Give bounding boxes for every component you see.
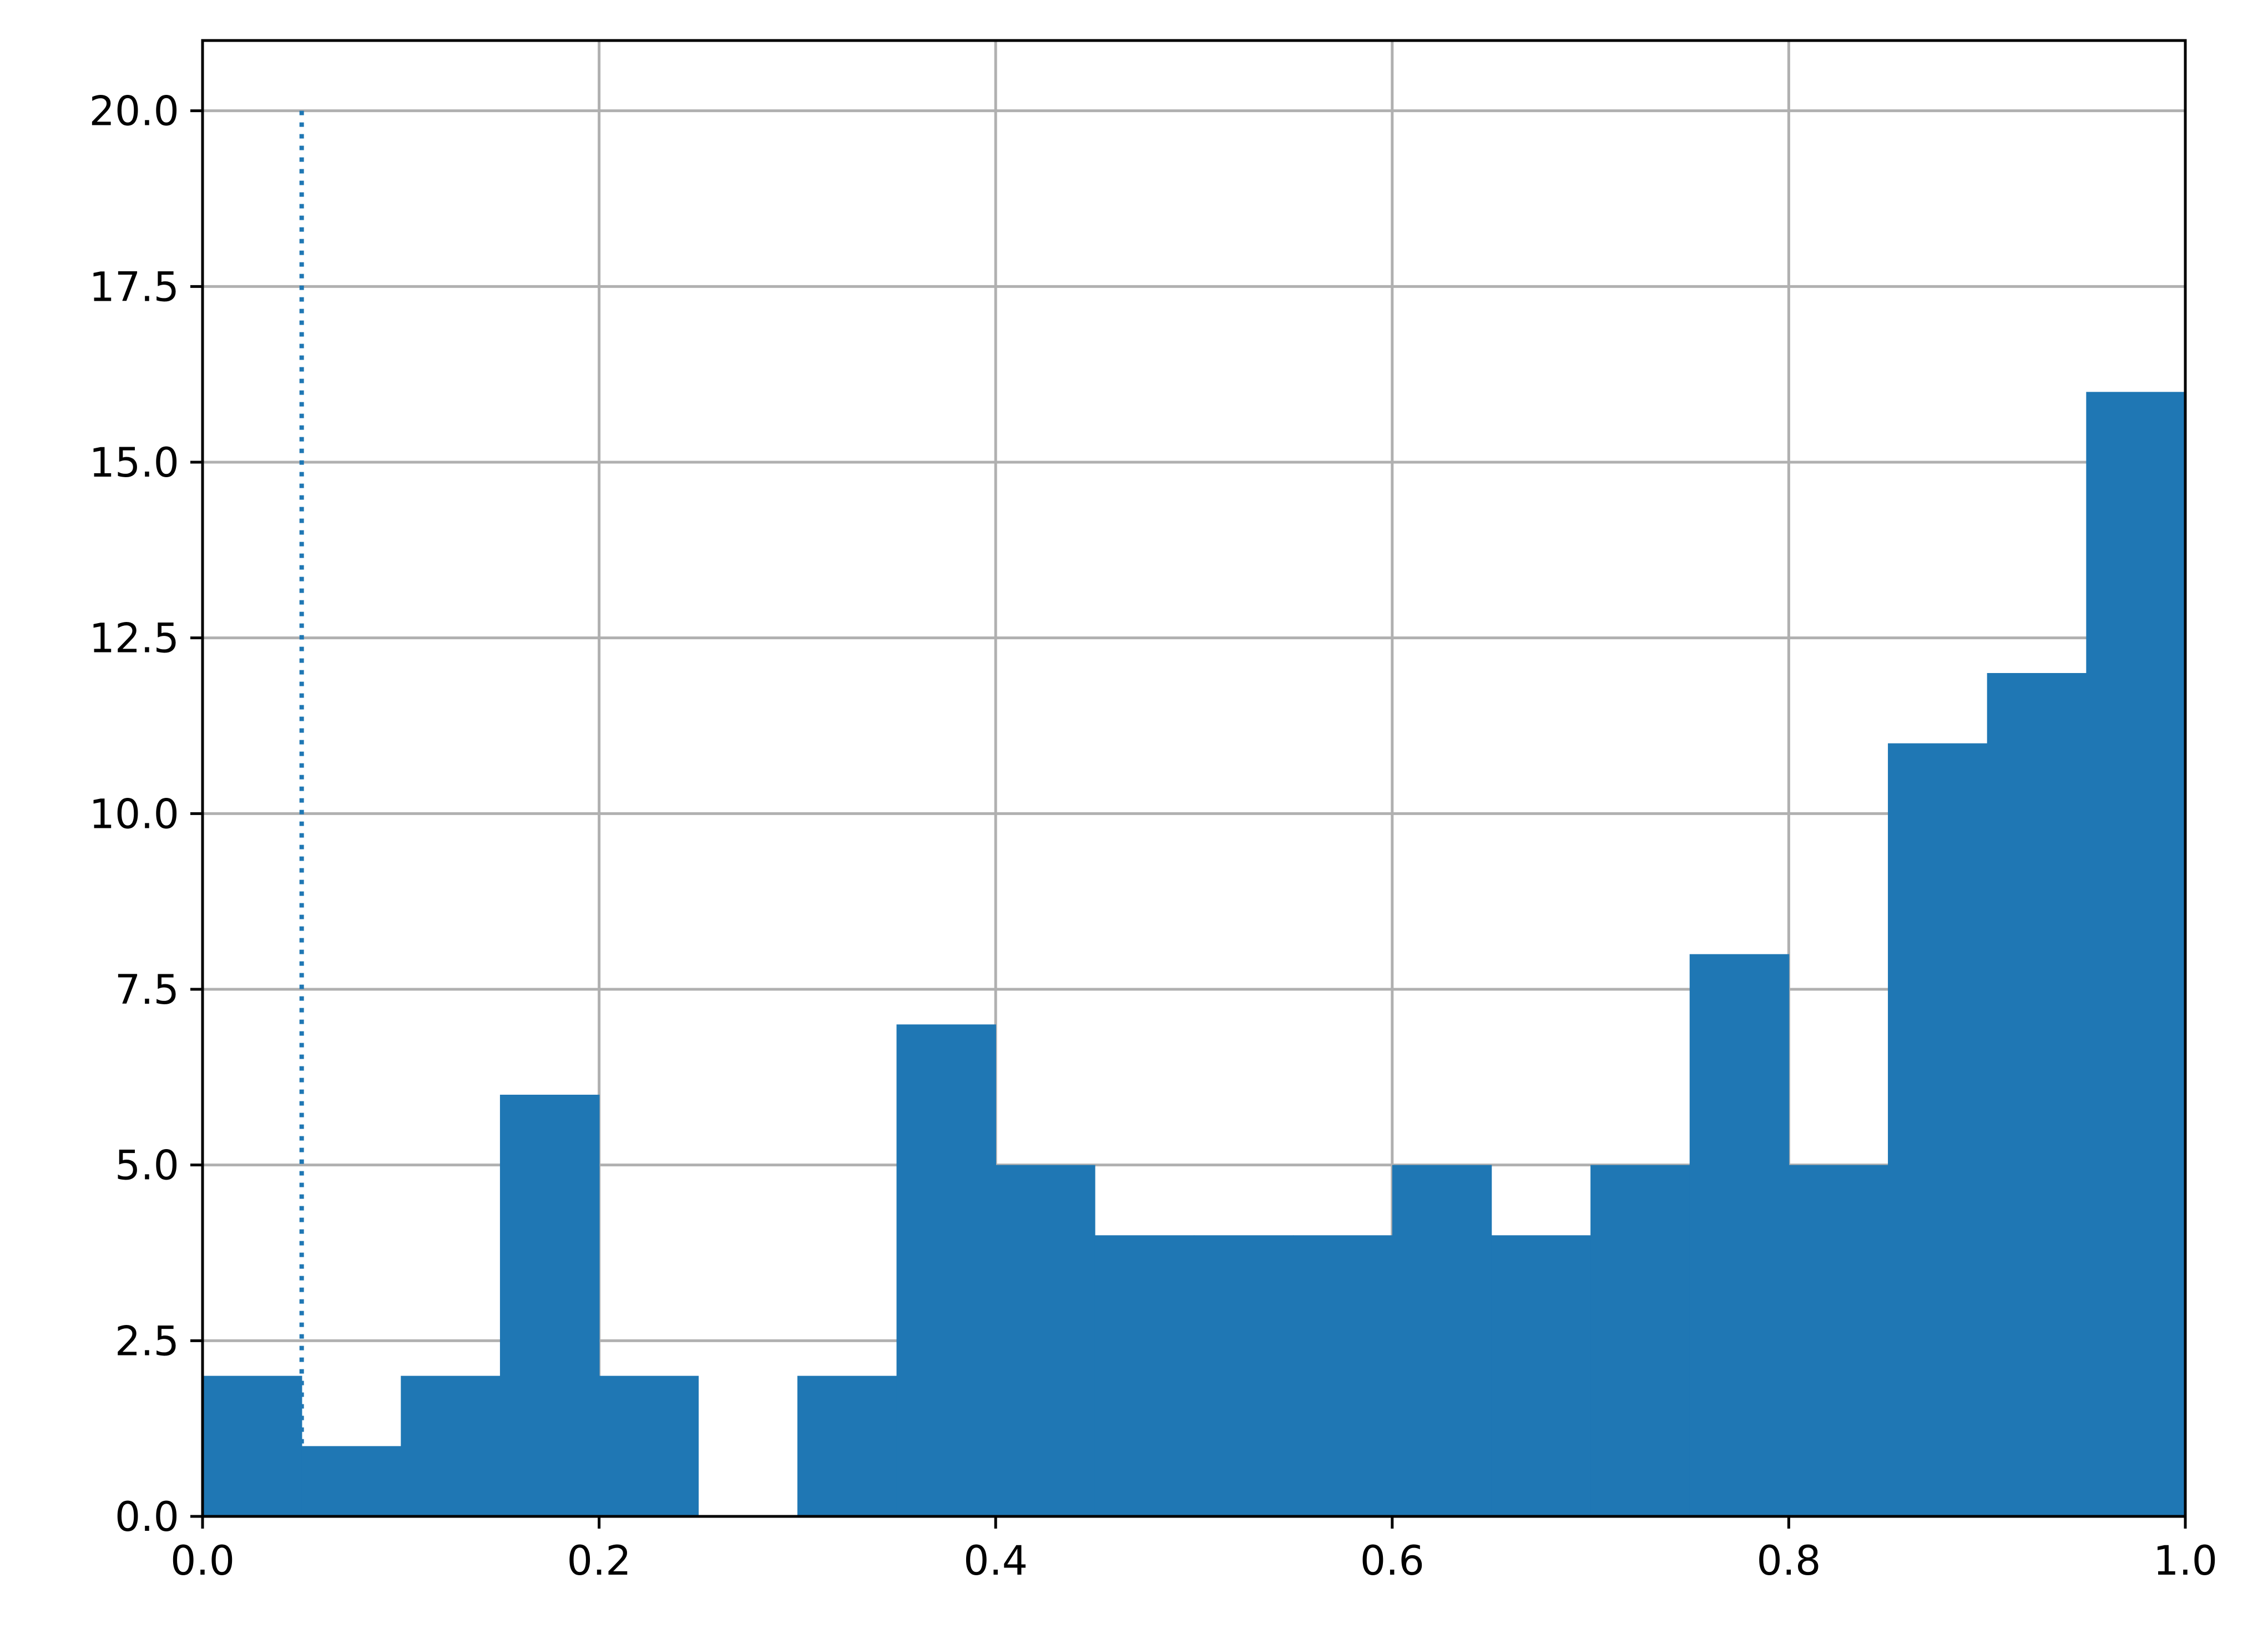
x-tick-label: 1.0 — [2153, 1537, 2218, 1585]
histogram-bar — [1194, 1235, 1294, 1516]
histogram-bar — [1392, 1165, 1492, 1516]
histogram-bar — [1888, 743, 1988, 1516]
histogram-bar — [1293, 1235, 1393, 1516]
x-tick-label: 0.0 — [170, 1537, 235, 1585]
y-tick-label: 15.0 — [89, 439, 179, 487]
x-tick-label: 0.2 — [567, 1537, 632, 1585]
histogram-bar — [2086, 392, 2186, 1517]
y-tick-label: 10.0 — [89, 791, 179, 838]
histogram-bar — [203, 1375, 302, 1516]
x-tick-label: 0.6 — [1360, 1537, 1425, 1585]
y-tick-label: 17.5 — [89, 264, 179, 311]
histogram-bar — [996, 1165, 1095, 1516]
y-tick-label: 0.0 — [115, 1494, 179, 1541]
y-tick-label: 7.5 — [115, 967, 179, 1014]
x-tick-label: 0.8 — [1756, 1537, 1821, 1585]
histogram-bar — [1491, 1235, 1591, 1516]
y-axis-ticks: 0.0 2.5 5.0 7.5 10.0 12.5 15.0 17.5 20.0 — [89, 88, 203, 1541]
histogram-bars — [203, 392, 2186, 1517]
y-tick-label: 20.0 — [89, 88, 179, 135]
y-tick-label: 5.0 — [115, 1142, 179, 1190]
histogram-bar — [1689, 954, 1790, 1516]
histogram-bar — [1789, 1165, 1888, 1516]
histogram-bar — [1987, 673, 2087, 1516]
y-tick-label: 12.5 — [89, 615, 179, 662]
y-tick-label: 2.5 — [115, 1318, 179, 1365]
histogram-bar — [499, 1095, 600, 1516]
x-axis-ticks: 0.0 0.2 0.4 0.6 0.8 1.0 — [170, 1516, 2218, 1585]
histogram-bar — [401, 1375, 501, 1516]
x-tick-label: 0.4 — [963, 1537, 1028, 1585]
histogram-bar — [1590, 1165, 1690, 1516]
histogram-bar — [301, 1446, 402, 1516]
histogram-bar — [797, 1375, 897, 1516]
axes — [201, 39, 2187, 1518]
histogram-bar — [896, 1024, 996, 1516]
axes-frame — [201, 39, 2187, 1518]
histogram-bar — [1094, 1235, 1195, 1516]
histogram-bar — [599, 1375, 699, 1516]
